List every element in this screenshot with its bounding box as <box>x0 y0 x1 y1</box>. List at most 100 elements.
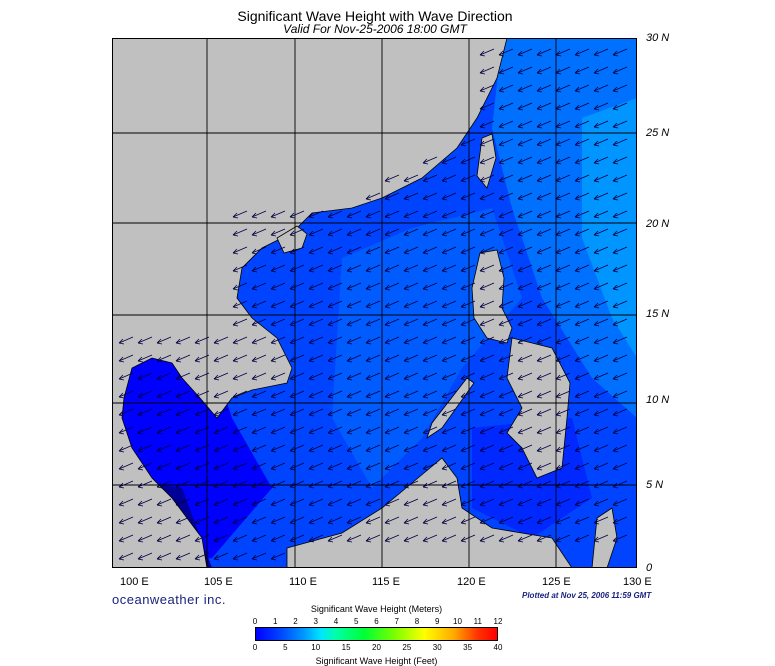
wave-arrow <box>479 516 495 525</box>
wave-arrow <box>384 336 400 345</box>
wave-arrow <box>517 228 533 237</box>
wave-arrow <box>156 498 172 507</box>
wave-arrow <box>118 462 134 471</box>
wave-arrow <box>422 372 438 381</box>
wave-arrow <box>574 534 590 543</box>
wave-arrow <box>422 444 438 453</box>
wave-arrow <box>460 282 476 291</box>
wave-arrow <box>536 534 552 543</box>
wave-arrow <box>517 84 533 93</box>
wave-arrow <box>346 426 362 435</box>
wave-arrow <box>308 372 324 381</box>
wave-arrow <box>251 282 267 291</box>
wave-arrow <box>365 192 381 201</box>
wave-arrow <box>194 480 210 489</box>
wave-arrow <box>270 480 286 489</box>
wave-arrow <box>346 498 362 507</box>
wave-arrow <box>270 246 286 255</box>
wave-arrow <box>384 372 400 381</box>
wave-arrow <box>479 390 495 399</box>
wave-arrow <box>593 156 609 165</box>
wave-arrow <box>593 174 609 183</box>
colorbar-tick-label: 40 <box>493 643 503 652</box>
wave-arrow <box>137 516 153 525</box>
wave-arrow <box>517 174 533 183</box>
wave-arrow <box>574 300 590 309</box>
wave-arrow <box>289 210 305 219</box>
wave-arrow <box>517 480 533 489</box>
wave-arrow <box>213 408 229 417</box>
wave-arrow <box>308 390 324 399</box>
wave-arrow <box>498 372 514 381</box>
wave-arrow <box>460 336 476 345</box>
wave-arrow <box>346 372 362 381</box>
wave-arrow <box>517 282 533 291</box>
wave-arrow <box>346 462 362 471</box>
wave-arrow <box>555 156 571 165</box>
wave-arrow <box>479 246 495 255</box>
wave-arrow <box>441 372 457 381</box>
wave-arrow <box>403 516 419 525</box>
wave-arrow <box>232 390 248 399</box>
wave-arrow <box>517 48 533 57</box>
wave-arrow <box>270 426 286 435</box>
wave-arrow <box>327 264 343 273</box>
wave-arrow <box>479 282 495 291</box>
wave-arrow <box>612 264 628 273</box>
wave-arrow <box>479 174 495 183</box>
wave-arrow <box>346 228 362 237</box>
colorbar <box>255 627 498 641</box>
wave-arrow <box>536 426 552 435</box>
wave-arrow <box>346 354 362 363</box>
wave-arrow <box>498 156 514 165</box>
wave-arrow <box>612 48 628 57</box>
wave-arrow <box>270 444 286 453</box>
wave-arrow <box>308 336 324 345</box>
wave-arrow <box>479 228 495 237</box>
land-palawan <box>426 377 475 439</box>
wave-arrow <box>118 552 134 561</box>
wave-arrow <box>403 408 419 417</box>
brand-logo-text: oceanweather inc. <box>112 592 227 607</box>
wave-arrow <box>460 534 476 543</box>
wave-arrow <box>574 390 590 399</box>
wave-arrow <box>593 66 609 75</box>
wave-arrow <box>593 462 609 471</box>
wave-arrow <box>327 444 343 453</box>
wave-arrow <box>270 318 286 327</box>
wave-arrow <box>118 336 134 345</box>
wave-arrow <box>422 516 438 525</box>
wave-arrow <box>251 228 267 237</box>
wave-arrow <box>422 336 438 345</box>
land-taiwan <box>476 133 497 189</box>
wave-arrow <box>232 210 248 219</box>
wave-arrow <box>384 210 400 219</box>
wave-arrow <box>574 408 590 417</box>
wave-arrow <box>536 210 552 219</box>
wave-arrow <box>441 408 457 417</box>
wave-arrow <box>232 336 248 345</box>
wave-arrow <box>156 444 172 453</box>
wave-arrow <box>555 138 571 147</box>
wave-arrow <box>289 480 305 489</box>
wave-arrow <box>289 300 305 309</box>
wave-arrow <box>479 102 495 111</box>
colorbar-tick-label: 6 <box>374 617 379 626</box>
wave-arrow <box>327 498 343 507</box>
wave-arrow <box>422 156 438 165</box>
wave-arrow <box>479 66 495 75</box>
wave-arrow <box>213 444 229 453</box>
wave-arrow <box>612 390 628 399</box>
wave-arrow <box>270 516 286 525</box>
wave-arrow <box>175 462 191 471</box>
wave-arrow <box>251 246 267 255</box>
wave-arrow <box>137 552 153 561</box>
wave-arrow <box>232 372 248 381</box>
wave-arrow <box>498 426 514 435</box>
wave-arrow <box>479 156 495 165</box>
wave-arrow <box>536 372 552 381</box>
wave-arrow <box>232 282 248 291</box>
wave-arrow <box>213 462 229 471</box>
wave-arrow <box>175 336 191 345</box>
wave-arrow <box>498 138 514 147</box>
